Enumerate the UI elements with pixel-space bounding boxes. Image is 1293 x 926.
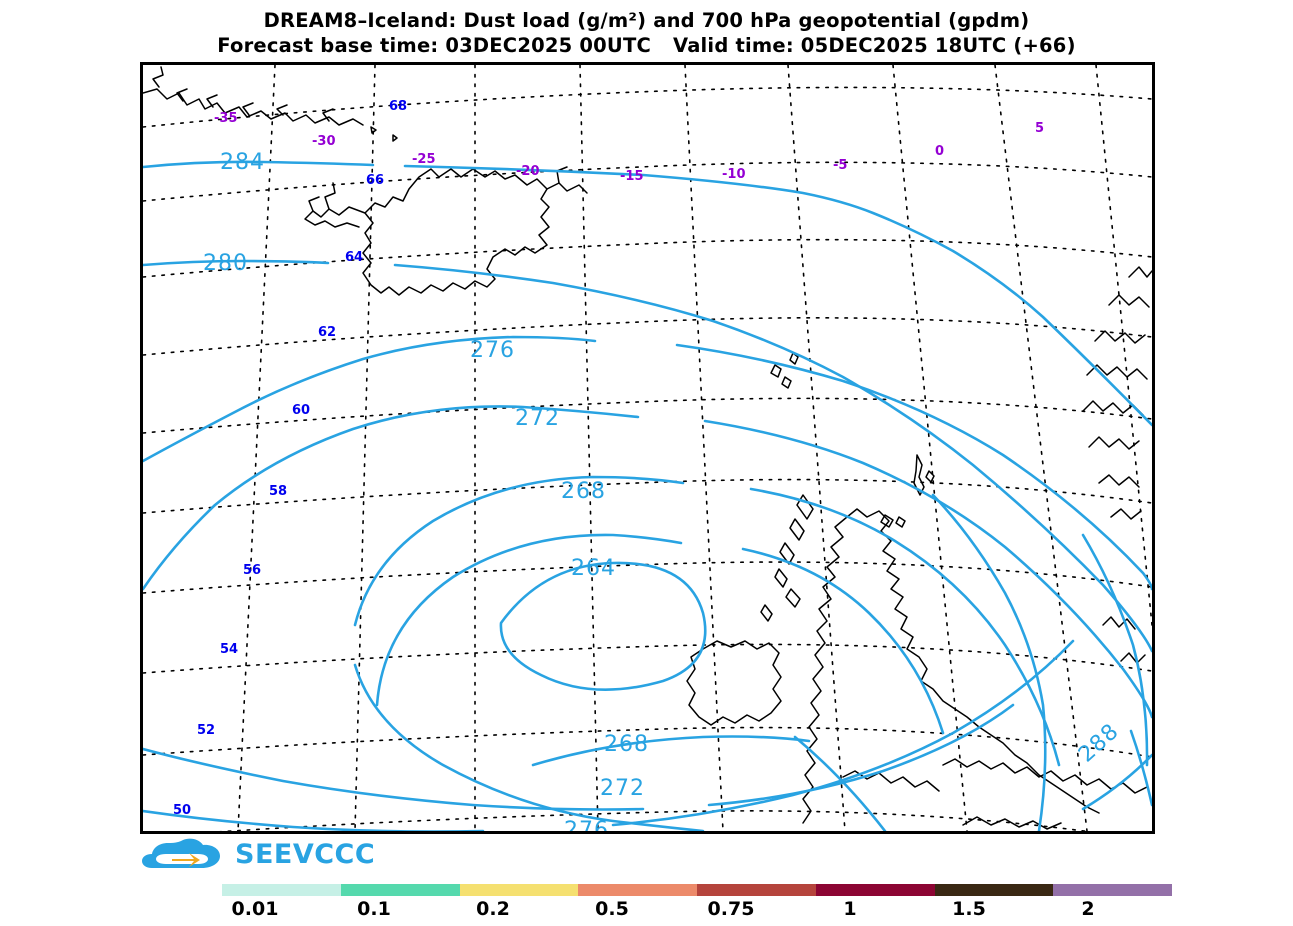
colorbar-tick: 0.75	[707, 898, 755, 920]
contour-268-upper-right	[749, 487, 1061, 767]
contour-288-c	[1129, 729, 1152, 807]
contour-288-d	[1081, 753, 1152, 811]
contour-288-b	[1081, 533, 1149, 767]
contour-264-left	[375, 533, 683, 707]
coastlines	[143, 66, 1152, 830]
colorbar-tick-labels: 0.01 0.1 0.2 0.5 0.75 1 1.5 2	[222, 898, 1172, 926]
contour-268-lower-left	[353, 663, 705, 831]
page-title: DREAM8–Iceland: Dust load (g/m²) and 700…	[263, 9, 1030, 32]
contour-284-left	[143, 160, 375, 169]
colorbar-swatch	[697, 884, 816, 896]
contour-276-right	[675, 343, 1152, 591]
contour-272-lower-left	[143, 747, 645, 811]
colorbar-swatch	[578, 884, 697, 896]
dust-load-colorbar[interactable]: 0.01 0.1 0.2 0.5 0.75 1 1.5 2	[222, 884, 1172, 926]
contour-288-a	[931, 493, 1047, 831]
colorbar-tick: 0.2	[476, 898, 510, 920]
contour-276-lower-left	[143, 809, 485, 831]
colorbar-swatches	[222, 884, 1172, 896]
colorbar-tick: 0.01	[231, 898, 279, 920]
map-panel[interactable]: -35 -30 -25 -20 -15 -10 -5 0 5 68 66 64 …	[140, 62, 1155, 834]
colorbar-swatch	[815, 884, 935, 896]
colorbar-tick: 1	[843, 898, 857, 920]
colorbar-tick: 0.5	[595, 898, 629, 920]
contour-268-upper-left	[353, 475, 685, 627]
contour-280-right	[393, 263, 1152, 653]
colorbar-swatch	[459, 884, 579, 896]
contour-272-left	[143, 405, 640, 591]
contour-276-left	[143, 335, 597, 463]
colorbar-tick: 1.5	[952, 898, 986, 920]
graticule-meridians	[237, 65, 1152, 831]
chart-title-block: DREAM8–Iceland: Dust load (g/m²) and 700…	[0, 8, 1293, 58]
map-canvas	[143, 65, 1152, 831]
contour-272-lower-right	[707, 703, 1015, 807]
colorbar-swatch	[934, 884, 1054, 896]
contour-280-left	[143, 259, 330, 267]
contour-inner-low	[499, 561, 707, 691]
colorbar-swatch	[1053, 884, 1172, 896]
geopotential-contours	[143, 160, 1152, 831]
seevccc-logo[interactable]: SEEVCCC	[142, 836, 375, 872]
forecast-base-time: Forecast base time: 03DEC2025 00UTC	[217, 34, 651, 57]
graticule-parallels	[143, 86, 1152, 831]
cloud-logo-icon	[142, 838, 220, 868]
contour-272-right	[703, 419, 1152, 719]
colorbar-swatch	[340, 884, 460, 896]
colorbar-tick: 2	[1081, 898, 1095, 920]
contour-284-right	[403, 164, 1152, 427]
colorbar-swatch	[222, 884, 341, 896]
valid-time: Valid time: 05DEC2025 18UTC (+66)	[672, 34, 1076, 57]
chart-subtitle: Forecast base time: 03DEC2025 00UTC Valid…	[0, 33, 1293, 58]
contour-276-lower-right	[611, 639, 1075, 827]
colorbar-tick: 0.1	[357, 898, 391, 920]
logo-text: SEEVCCC	[235, 838, 376, 870]
contour-268-lower-mid	[531, 735, 811, 767]
contour-264-right	[741, 547, 945, 735]
